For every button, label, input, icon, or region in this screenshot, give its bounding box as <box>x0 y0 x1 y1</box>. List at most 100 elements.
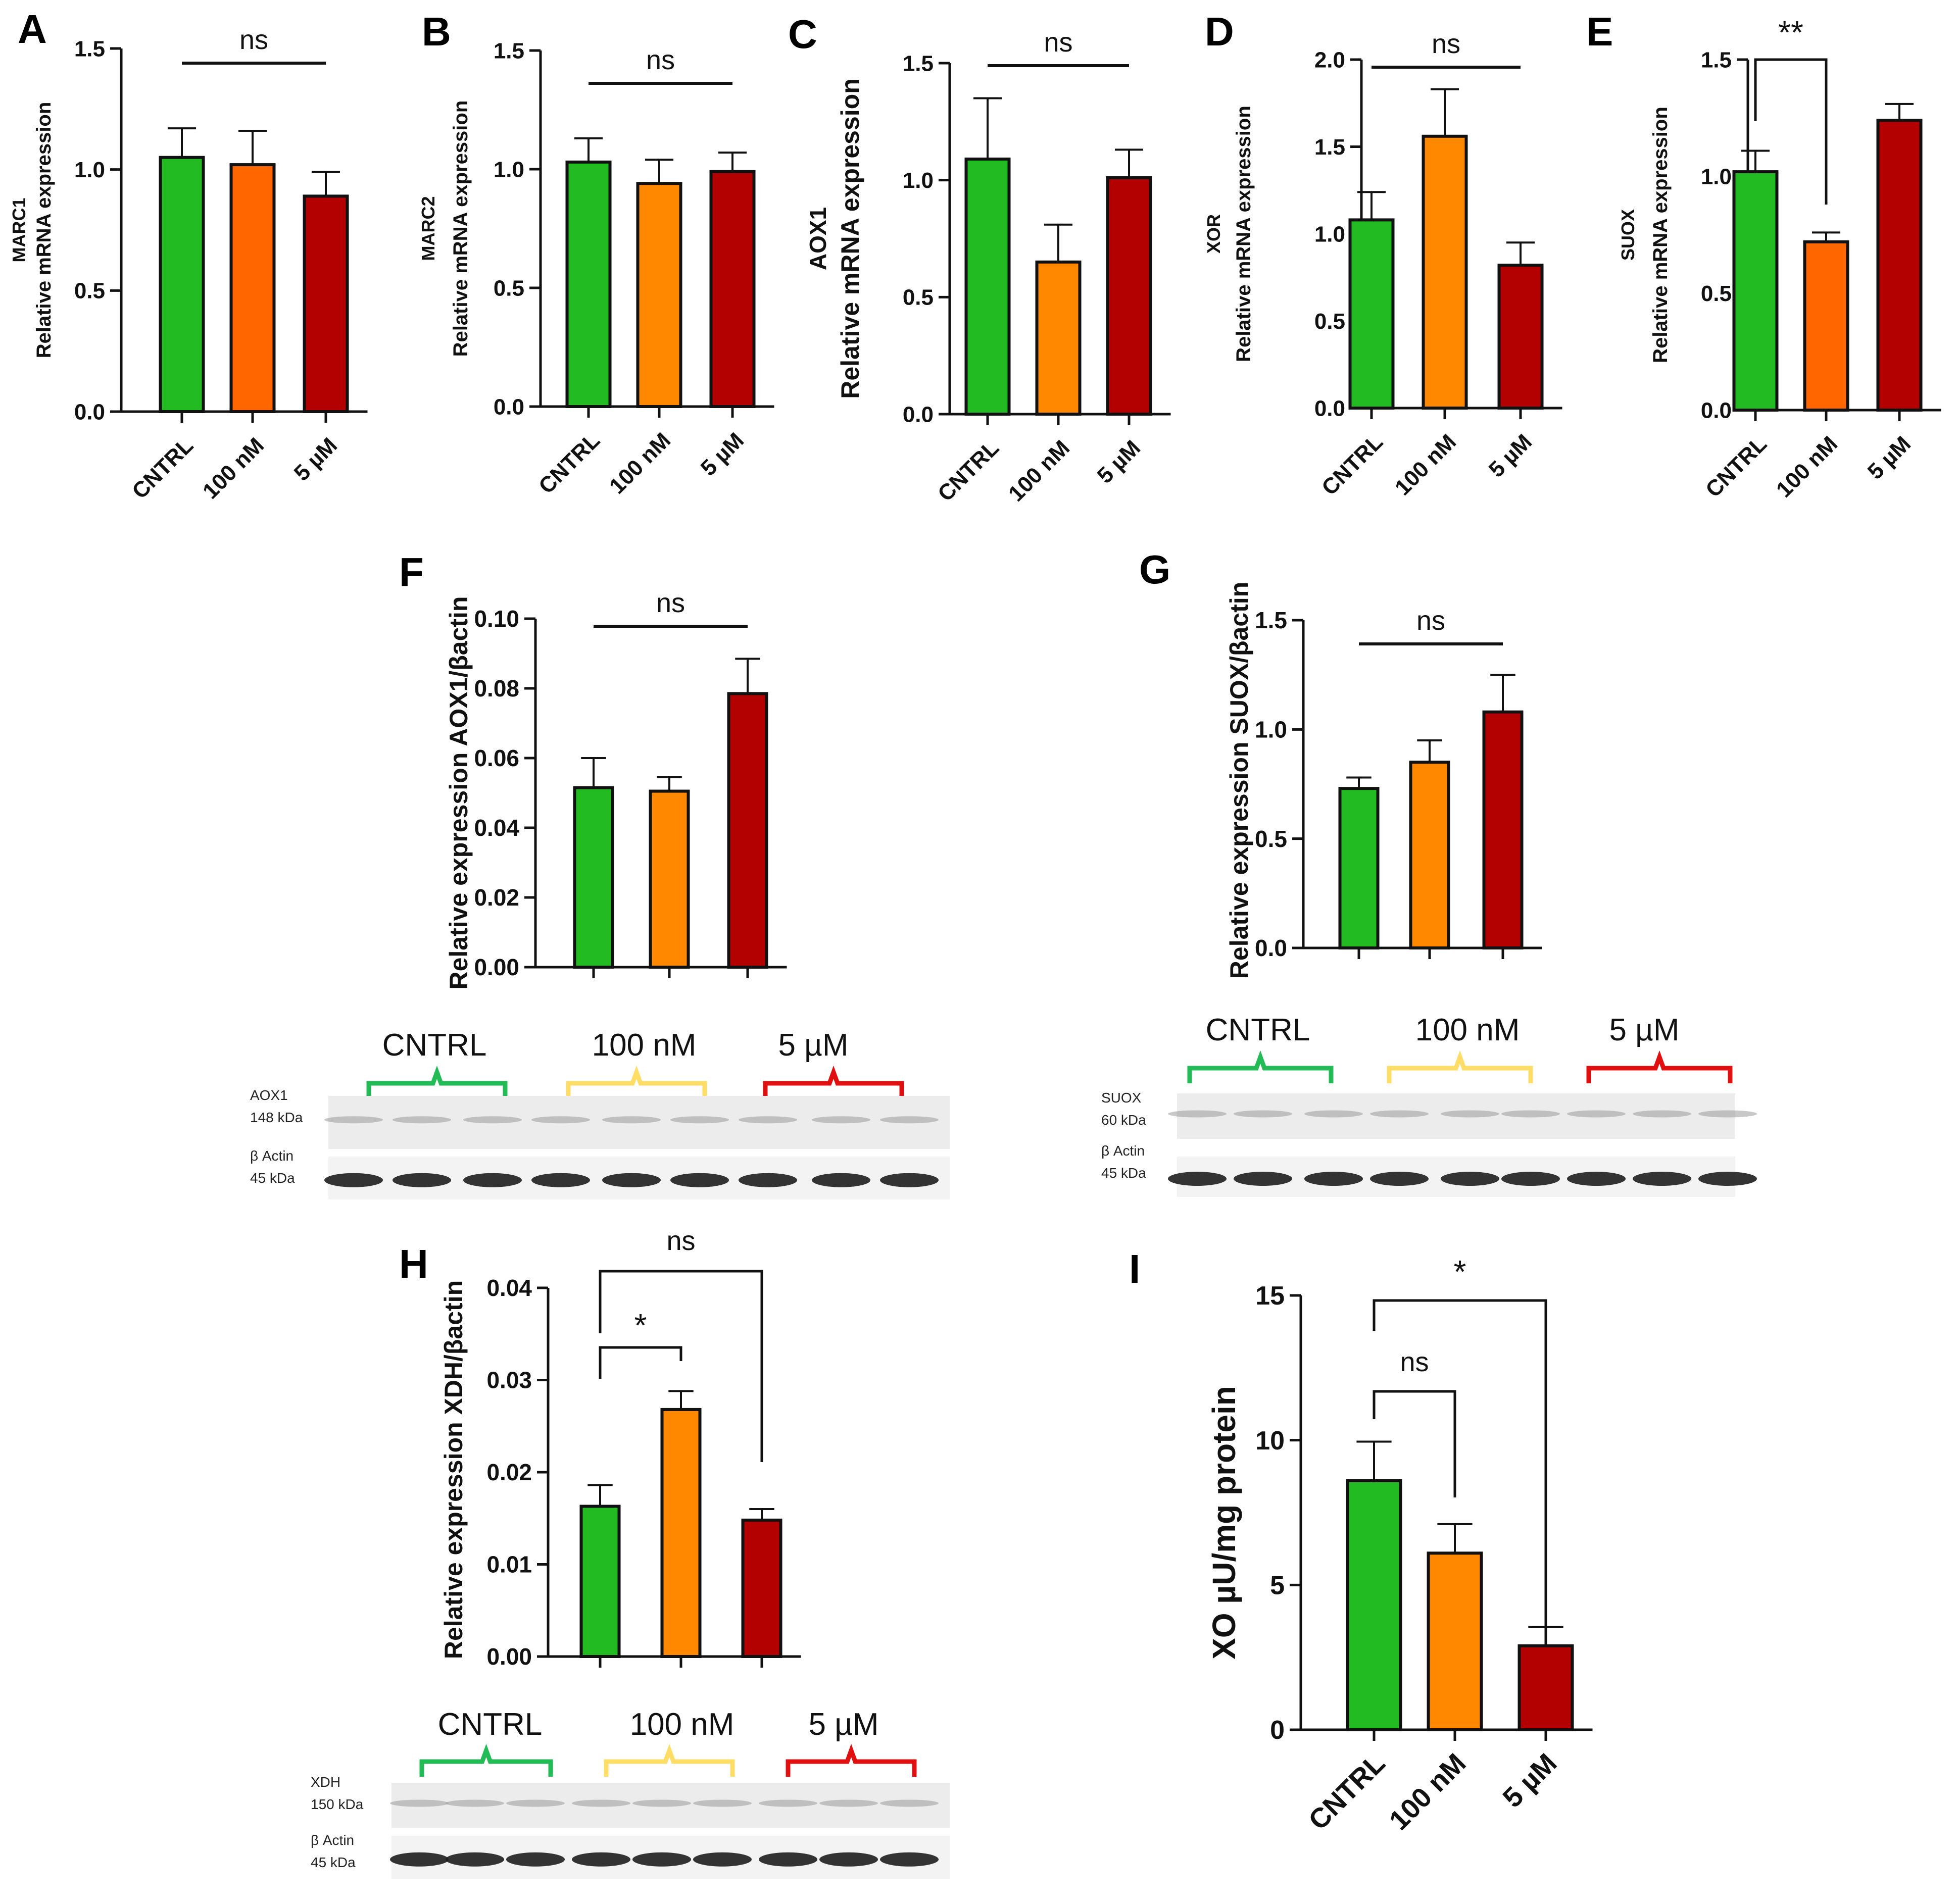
chart-d: D 0.0 0.5 1.0 1.5 2.0 CNTRL 100 nM 5 µM XOR Relati… <box>1203 9 1562 500</box>
blot-band <box>693 1852 752 1867</box>
significance-bracket <box>599 1270 763 1462</box>
panel-label-h: H <box>399 1241 428 1286</box>
y-tick-label: 1.5 <box>74 36 105 61</box>
blot-band <box>324 1173 383 1187</box>
x-tick-label: CNTRL <box>534 428 605 498</box>
y-tick-label: 0.0 <box>1314 396 1345 421</box>
blot-band <box>880 1173 939 1187</box>
y-axis-gene-label: AOX1 <box>805 207 831 270</box>
x-tick-label: 100 nM <box>198 433 269 504</box>
blot-band <box>390 1852 449 1867</box>
x-tick-label: CNTRL <box>1302 1747 1391 1836</box>
significance-label: ns <box>239 25 268 55</box>
blot-band <box>1501 1172 1560 1186</box>
blot-band <box>1304 1110 1363 1118</box>
blot-group-bracket <box>566 1065 707 1098</box>
y-tick-label: 0.0 <box>74 399 105 424</box>
blot-group-bracket <box>1586 1050 1733 1083</box>
blot-band <box>1441 1110 1499 1118</box>
blot-band <box>463 1173 522 1187</box>
y-axis-label: Relative mRNA expression <box>33 102 55 359</box>
x-tick-label: 5 µM <box>1093 435 1145 488</box>
y-axis-label: Relative mRNA expression <box>1233 106 1255 362</box>
blot-band <box>572 1852 630 1867</box>
blot-band <box>812 1116 870 1124</box>
significance-bracket <box>599 1346 682 1379</box>
bar-100nm <box>660 1408 702 1658</box>
y-tick-label: 5 <box>1270 1571 1285 1600</box>
bar-5m <box>1497 264 1544 410</box>
blot-band <box>819 1799 878 1807</box>
bar-100nm <box>229 163 276 413</box>
bar-cntrl <box>573 786 614 969</box>
y-axis-label: Relative mRNA expression <box>450 101 472 357</box>
y-axis-label: Relative expression SUOX/βactin <box>1225 582 1253 979</box>
blot-band <box>632 1799 691 1807</box>
chart-h: H 0.00 0.01 0.02 0.03 0.04 Relative expression… <box>399 1226 801 1670</box>
y-tick-label: 1.0 <box>1314 222 1345 246</box>
x-tick-label: CNTRL <box>933 435 1004 506</box>
significance-bracket <box>1373 1299 1547 1646</box>
y-axis-gene-label: MARC1 <box>9 197 29 262</box>
x-tick-label: CNTRL <box>1701 431 1772 502</box>
y-tick-label: 0.02 <box>486 1459 532 1485</box>
y-tick-label: 0.0 <box>903 402 934 427</box>
bar-cntrl <box>565 160 612 408</box>
significance-label: * <box>634 1307 647 1343</box>
bar-cntrl <box>1348 218 1395 410</box>
blot-band <box>602 1116 661 1124</box>
panel-label-g: G <box>1139 547 1170 592</box>
blot-band <box>531 1116 590 1124</box>
blot-group-bracket <box>419 1743 553 1777</box>
bar-5m <box>1482 710 1524 949</box>
significance-label: ns <box>1416 606 1445 636</box>
blot-size-label: 60 kDa <box>1101 1112 1146 1128</box>
bar-cntrl <box>1346 1479 1402 1732</box>
blot-band <box>506 1852 565 1867</box>
significance-label: ns <box>1400 1347 1429 1377</box>
blot-band <box>463 1116 522 1124</box>
x-tick-label: 100 nM <box>1772 431 1842 502</box>
blot-band <box>1168 1110 1227 1118</box>
y-axis-gene-label: SUOX <box>1618 209 1638 261</box>
x-tick-label: 5 µM <box>289 433 342 485</box>
blot-band <box>880 1116 939 1124</box>
blot-band <box>812 1173 870 1187</box>
blot-band <box>880 1799 939 1807</box>
x-tick-label: 100 nM <box>1383 1747 1472 1836</box>
y-tick-label: 0 <box>1270 1716 1285 1745</box>
blot-group-label: CNTRL <box>438 1707 543 1742</box>
y-tick-label: 1.5 <box>1255 607 1287 633</box>
y-axis-label: Relative expression AOX1/βactin <box>445 596 473 990</box>
blot-group-label: CNTRL <box>1206 1013 1310 1047</box>
y-tick-label: 0.0 <box>1701 398 1732 423</box>
y-tick-label: 0.5 <box>1255 826 1287 852</box>
blot-band <box>390 1799 449 1807</box>
bar-cntrl <box>579 1505 621 1658</box>
y-tick-label: 0.03 <box>486 1367 532 1393</box>
blot-band <box>1698 1172 1757 1186</box>
chart-a: A 0.0 0.5 1.0 1.5 CNTRL 100 nM 5 µM MARC1 Relativ… <box>9 7 368 504</box>
bar-5m <box>303 194 349 413</box>
blot-protein-label: β Actin <box>1101 1143 1145 1159</box>
y-tick-label: 1.0 <box>1701 165 1732 189</box>
blot-band <box>759 1799 817 1807</box>
blot-band <box>880 1852 939 1867</box>
y-tick-label: 0.5 <box>1314 309 1345 334</box>
x-tick-label: CNTRL <box>127 433 198 504</box>
blot-band <box>632 1852 691 1867</box>
bar-5m <box>1876 119 1923 412</box>
y-axis-gene-label: MARC2 <box>418 196 438 261</box>
blot-group-label: CNTRL <box>382 1028 487 1063</box>
blot-group-label: 100 nM <box>1415 1013 1520 1047</box>
blot-band <box>819 1852 878 1867</box>
blot-band <box>393 1173 451 1187</box>
y-axis-gene-label: XOR <box>1203 214 1224 254</box>
blot-protein-label: β Actin <box>250 1148 293 1164</box>
western-blot-f: CNTRL 100 nM 5 µM AOX1 148 kDa β Actin 45 kDa <box>250 1028 950 1199</box>
blot-band <box>1370 1172 1429 1186</box>
y-tick-label: 1.0 <box>903 168 934 193</box>
y-tick-label: 0.00 <box>486 1643 532 1670</box>
